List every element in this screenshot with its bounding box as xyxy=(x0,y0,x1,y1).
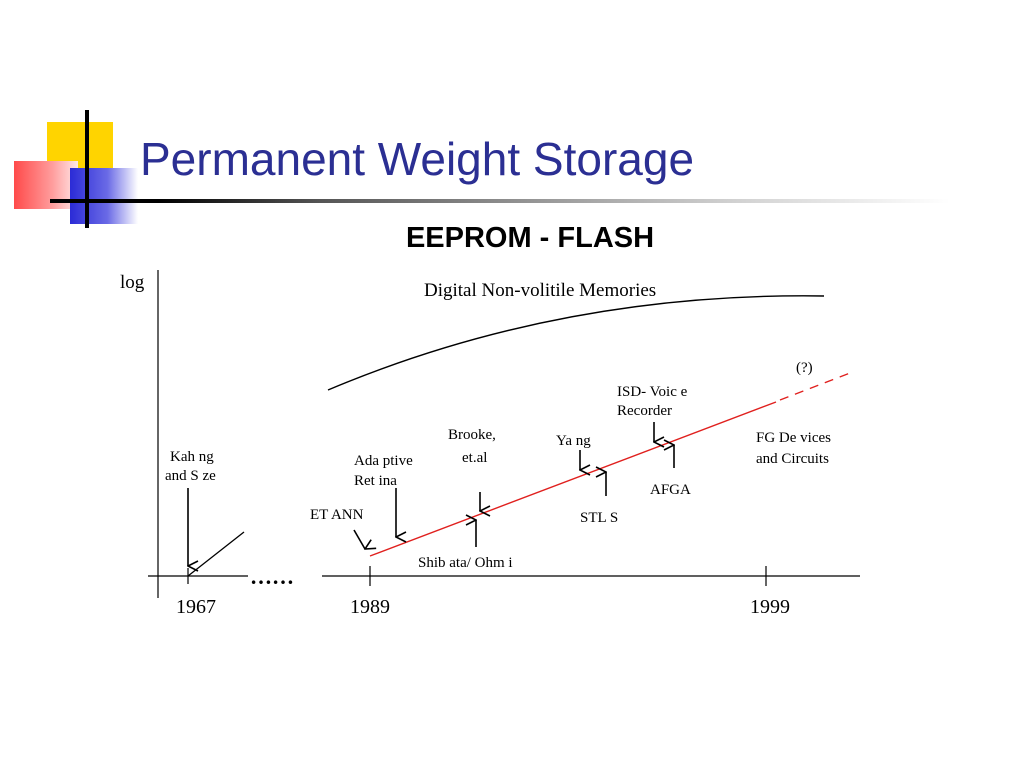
etann-arrow xyxy=(353,529,365,549)
slide-logo xyxy=(0,0,160,240)
title-underline xyxy=(50,199,950,203)
logo-vertical-bar xyxy=(85,110,89,228)
fg-devices-label-line2: and Circuits xyxy=(756,451,829,467)
shibata-ohmi-label: Shib ata/ Ohm i xyxy=(418,555,513,571)
trend-line-projection xyxy=(779,372,851,401)
yang-label: Ya ng xyxy=(556,433,591,449)
digital-memories-label: Digital Non-volitile Memories xyxy=(424,280,656,301)
digital-memories-curve xyxy=(327,295,825,391)
slide-title: Permanent Weight Storage xyxy=(140,133,695,185)
axis-break-ellipsis: …… xyxy=(250,564,294,589)
fg-devices-label-line1: FG De vices xyxy=(756,430,831,446)
kahng-slope-line xyxy=(187,531,245,577)
brooke-label-line1: Brooke, xyxy=(448,427,496,443)
stls-label: STL S xyxy=(580,510,618,526)
question-mark-label: (?) xyxy=(796,360,813,376)
slide-subtitle: EEPROM - FLASH xyxy=(405,222,655,254)
kahng-label-line1: Kah ng xyxy=(170,449,214,465)
axes xyxy=(148,270,860,598)
adaptive-retina-label-line2: Ret ina xyxy=(354,473,397,489)
trend-line xyxy=(369,401,777,557)
year-label-1989: 1989 xyxy=(350,596,390,618)
isd-voice-recorder-label-line1: ISD- Voic e xyxy=(617,384,688,400)
logo-blue-square xyxy=(70,168,138,224)
y-axis-label: log xyxy=(120,272,145,293)
adaptive-retina-label-line1: Ada ptive xyxy=(354,453,413,469)
isd-voice-recorder-label-line2: Recorder xyxy=(617,403,672,419)
kahng-label-line2: and S ze xyxy=(165,468,216,484)
afga-label: AFGA xyxy=(650,482,691,498)
etann-label: ET ANN xyxy=(310,507,364,523)
year-label-1999: 1999 xyxy=(750,596,790,618)
brooke-label-line2: et.al xyxy=(462,450,487,466)
year-label-1967: 1967 xyxy=(176,596,216,618)
